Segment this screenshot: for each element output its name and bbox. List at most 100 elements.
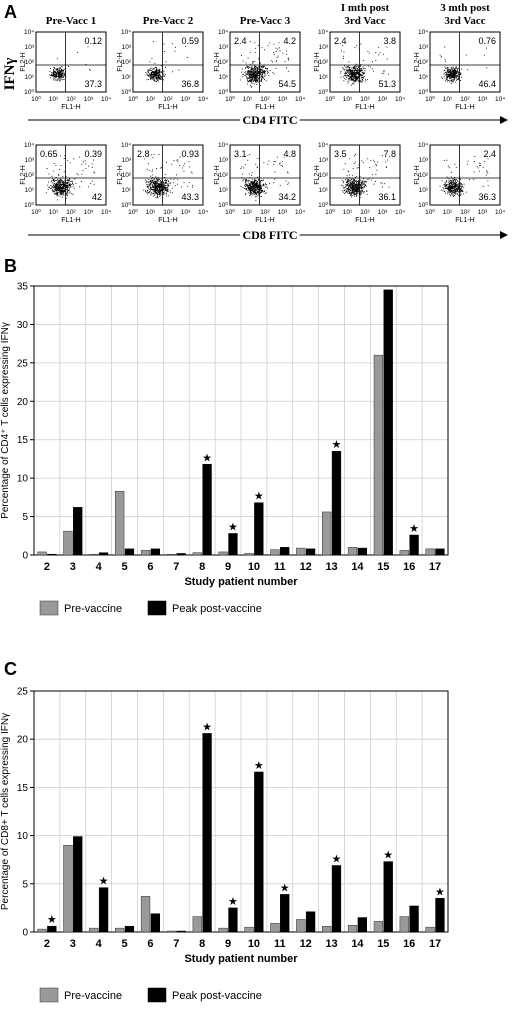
bar-pre-vaccine xyxy=(89,927,99,933)
bar-peak-post-vaccine xyxy=(383,289,393,556)
flow-plot-frame xyxy=(329,144,401,206)
x-tick-label: 10⁰ xyxy=(128,208,138,216)
y-tick-label: 10³ xyxy=(319,44,329,51)
x-tick-label: 4 xyxy=(96,561,103,573)
bar-pre-vaccine xyxy=(322,925,332,933)
y-tick-label: 10³ xyxy=(219,44,229,51)
bar-pre-vaccine xyxy=(347,925,358,933)
bar-peak-post-vaccine xyxy=(305,911,316,933)
x-axis-label: FL1-H xyxy=(61,217,80,224)
cd8-bar-chart: 0 5 10 15 20 25 ★ 2 3 ★ 4 5 6 7 ★ 8 ★ 9 ★ 10 ★ 11 12 ★ 13 14 ★ 15 16… xyxy=(0,687,449,1003)
bar-pre-vaccine xyxy=(296,547,306,556)
y-tick-label: 10² xyxy=(319,172,329,179)
flow-plot-frame xyxy=(429,144,501,206)
bar-peak-post-vaccine xyxy=(176,553,186,556)
y-tick-label: 10⁰ xyxy=(218,201,228,209)
significance-star: ★ xyxy=(280,882,290,894)
x-tick-label: 14 xyxy=(351,561,364,573)
bar-pre-vaccine xyxy=(89,553,99,556)
flow-plot-dots xyxy=(340,43,389,86)
x-tick-label: 10⁰ xyxy=(325,208,335,216)
x-tick-label: 12 xyxy=(300,561,312,573)
significance-star: ★ xyxy=(254,760,264,772)
x-tick-label: 10⁰ xyxy=(225,95,235,103)
legend: Pre-vaccine Peak post-vaccine xyxy=(39,987,262,1003)
x-axis-label: FL1-H xyxy=(455,217,474,224)
x-tick-label: 10³ xyxy=(478,209,488,216)
bar-peak-post-vaccine xyxy=(98,552,109,556)
x-tick-label: 10² xyxy=(163,96,173,103)
bar-pre-vaccine xyxy=(399,916,409,933)
y-tick-label: 10² xyxy=(419,59,429,66)
x-axis-label: FL1-H xyxy=(455,104,474,111)
bar-peak-post-vaccine xyxy=(357,547,367,556)
x-tick-label: 10² xyxy=(460,209,470,216)
y-tick-label: 10¹ xyxy=(319,74,329,81)
y-tick-label: 10⁴ xyxy=(24,142,34,149)
x-tick-label: 10³ xyxy=(84,209,94,216)
x-tick-label: 11 xyxy=(274,938,286,950)
y-tick-label: 10 xyxy=(17,474,29,485)
bar-pre-vaccine xyxy=(244,553,254,556)
bar-peak-post-vaccine xyxy=(280,547,290,556)
quadrant-upper-left-value: 2.4 xyxy=(234,36,247,46)
legend: Pre-vaccine Peak post-vaccine xyxy=(39,600,262,616)
y-axis-label: FL2-H xyxy=(314,165,321,184)
bar-pre-vaccine xyxy=(322,511,332,556)
panel-b-letter: B xyxy=(4,256,17,276)
column-header-line1: I mth post xyxy=(341,2,390,14)
bar-peak-post-vaccine xyxy=(176,930,186,933)
panel-c-letter: C xyxy=(4,659,17,679)
quadrant-upper-right-value: 0.12 xyxy=(84,36,102,46)
x-tick-label: 10⁴ xyxy=(198,209,208,216)
quadrant-upper-left-value: 0.65 xyxy=(40,149,58,159)
panel-c: C 0 5 10 15 20 25 ★ 2 3 ★ 4 5 6 7 ★ 8 ★ 9 ★ 10 ★ 11 12 ★ 13 14 ★ 15… xyxy=(0,659,449,1003)
y-tick-label: 20 xyxy=(17,397,29,408)
y-tick-label: 0 xyxy=(22,928,28,939)
x-tick-label: 10² xyxy=(66,209,76,216)
y-tick-label: 10⁰ xyxy=(24,88,34,96)
legend-swatch-pre-vaccine xyxy=(39,987,59,1003)
y-tick-label: 20 xyxy=(17,735,29,746)
x-tick-label: 10⁴ xyxy=(395,96,405,103)
x-tick-label: 10⁴ xyxy=(295,209,305,216)
x-tick-label: 2 xyxy=(44,938,50,950)
x-tick-label: 10¹ xyxy=(146,96,156,103)
x-tick-label: 10¹ xyxy=(343,209,353,216)
column-header: Pre-Vacc 2 xyxy=(143,15,194,27)
quadrant-lower-right-value: 54.5 xyxy=(278,79,296,89)
y-tick-label: 25 xyxy=(17,687,29,698)
cd4-axis-arrow: CD4 FITC xyxy=(28,110,508,130)
significance-star: ★ xyxy=(202,721,212,733)
y-tick-label: 10⁴ xyxy=(418,29,428,36)
bar-pre-vaccine xyxy=(192,552,202,556)
y-tick-label: 10¹ xyxy=(25,187,35,194)
y-tick-label: 10⁰ xyxy=(418,201,428,209)
bar-pre-vaccine xyxy=(37,551,47,556)
quadrant-upper-left-value: 3.1 xyxy=(234,149,247,159)
x-tick-label: 11 xyxy=(274,561,286,573)
y-tick-label: 15 xyxy=(17,783,29,794)
x-tick-label: 15 xyxy=(377,561,389,573)
quadrant-upper-right-value: 0.59 xyxy=(181,36,199,46)
y-tick-label: 10⁴ xyxy=(418,142,428,149)
bar-peak-post-vaccine xyxy=(331,865,342,933)
quadrant-upper-right-value: 3.8 xyxy=(383,36,396,46)
bar-peak-post-vaccine xyxy=(409,905,419,933)
quadrant-lower-right-value: 46.4 xyxy=(478,79,496,89)
y-tick-label: 10⁴ xyxy=(218,142,228,149)
x-tick-label: 10² xyxy=(460,96,470,103)
x-tick-label: 17 xyxy=(429,938,441,950)
bar-peak-post-vaccine xyxy=(435,548,445,556)
bar-pre-vaccine xyxy=(218,551,228,556)
x-tick-label: 8 xyxy=(199,938,205,950)
y-tick-label: 10³ xyxy=(122,157,132,164)
x-tick-label: 5 xyxy=(122,561,128,573)
bar-peak-post-vaccine xyxy=(150,913,160,933)
y-tick-label: 10⁰ xyxy=(318,201,328,209)
x-tick-label: 10² xyxy=(260,209,270,216)
y-tick-label: 10⁴ xyxy=(121,29,131,36)
bar-peak-post-vaccine xyxy=(228,907,238,933)
x-tick-label: 10¹ xyxy=(443,96,453,103)
x-tick-label: 9 xyxy=(225,938,231,950)
